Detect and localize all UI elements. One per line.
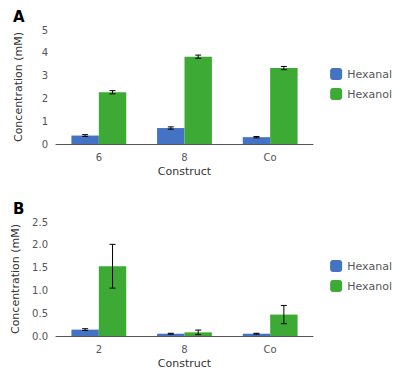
- svg-text:5: 5: [42, 25, 48, 36]
- svg-text:6: 6: [96, 152, 102, 163]
- svg-text:Hexanal: Hexanal: [347, 260, 392, 273]
- svg-text:Concentration (mM): Concentration (mM): [9, 224, 22, 334]
- svg-text:2.0: 2.0: [32, 239, 48, 250]
- svg-text:1: 1: [42, 116, 48, 127]
- svg-text:Construct: Construct: [158, 357, 212, 370]
- svg-text:0: 0: [42, 139, 48, 150]
- svg-text:Construct: Construct: [158, 165, 212, 178]
- svg-text:3: 3: [42, 70, 48, 81]
- svg-text:1.5: 1.5: [32, 262, 48, 273]
- svg-text:0.5: 0.5: [32, 308, 48, 319]
- svg-text:2: 2: [42, 93, 48, 104]
- svg-text:Co: Co: [264, 344, 277, 355]
- svg-text:2.5: 2.5: [32, 217, 48, 228]
- svg-text:1.0: 1.0: [32, 285, 48, 296]
- svg-text:Hexanol: Hexanol: [347, 280, 392, 293]
- svg-text:0.0: 0.0: [32, 331, 48, 342]
- svg-text:B: B: [13, 200, 24, 218]
- svg-text:Hexanal: Hexanal: [347, 68, 392, 81]
- svg-text:A: A: [13, 8, 25, 26]
- svg-text:8: 8: [181, 344, 187, 355]
- svg-text:4: 4: [42, 47, 48, 58]
- svg-text:Hexanol: Hexanol: [347, 88, 392, 101]
- svg-text:Concentration (mM): Concentration (mM): [12, 32, 25, 142]
- svg-text:8: 8: [181, 152, 187, 163]
- svg-text:2: 2: [96, 344, 102, 355]
- svg-text:Co: Co: [264, 152, 277, 163]
